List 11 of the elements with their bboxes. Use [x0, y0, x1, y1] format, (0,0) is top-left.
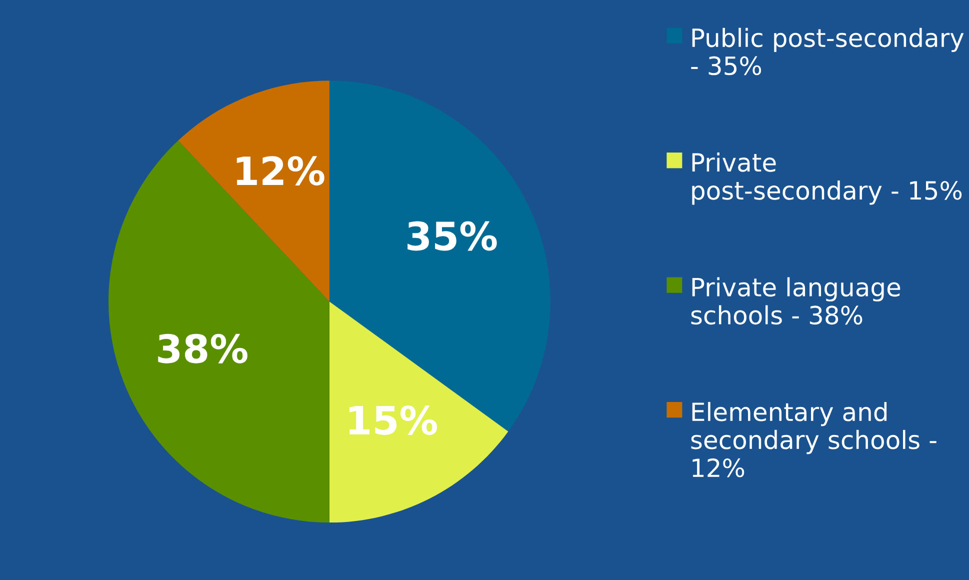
data-label: 12%	[236, 156, 324, 186]
legend-label: Private post-secondary - 15%	[692, 152, 962, 205]
data-label: 15%	[349, 406, 437, 435]
pie-slice	[108, 140, 330, 523]
pie-slice	[329, 302, 508, 523]
pie-slice	[178, 80, 330, 302]
legend-label: Public post-secondary - 35%	[691, 28, 964, 76]
data-label: 38%	[158, 334, 248, 364]
legend-label: Private language schools - 38%	[691, 277, 900, 325]
legend-label: Elementary and secondary schools - 12%	[691, 402, 936, 478]
data-label: 35%	[408, 221, 497, 251]
